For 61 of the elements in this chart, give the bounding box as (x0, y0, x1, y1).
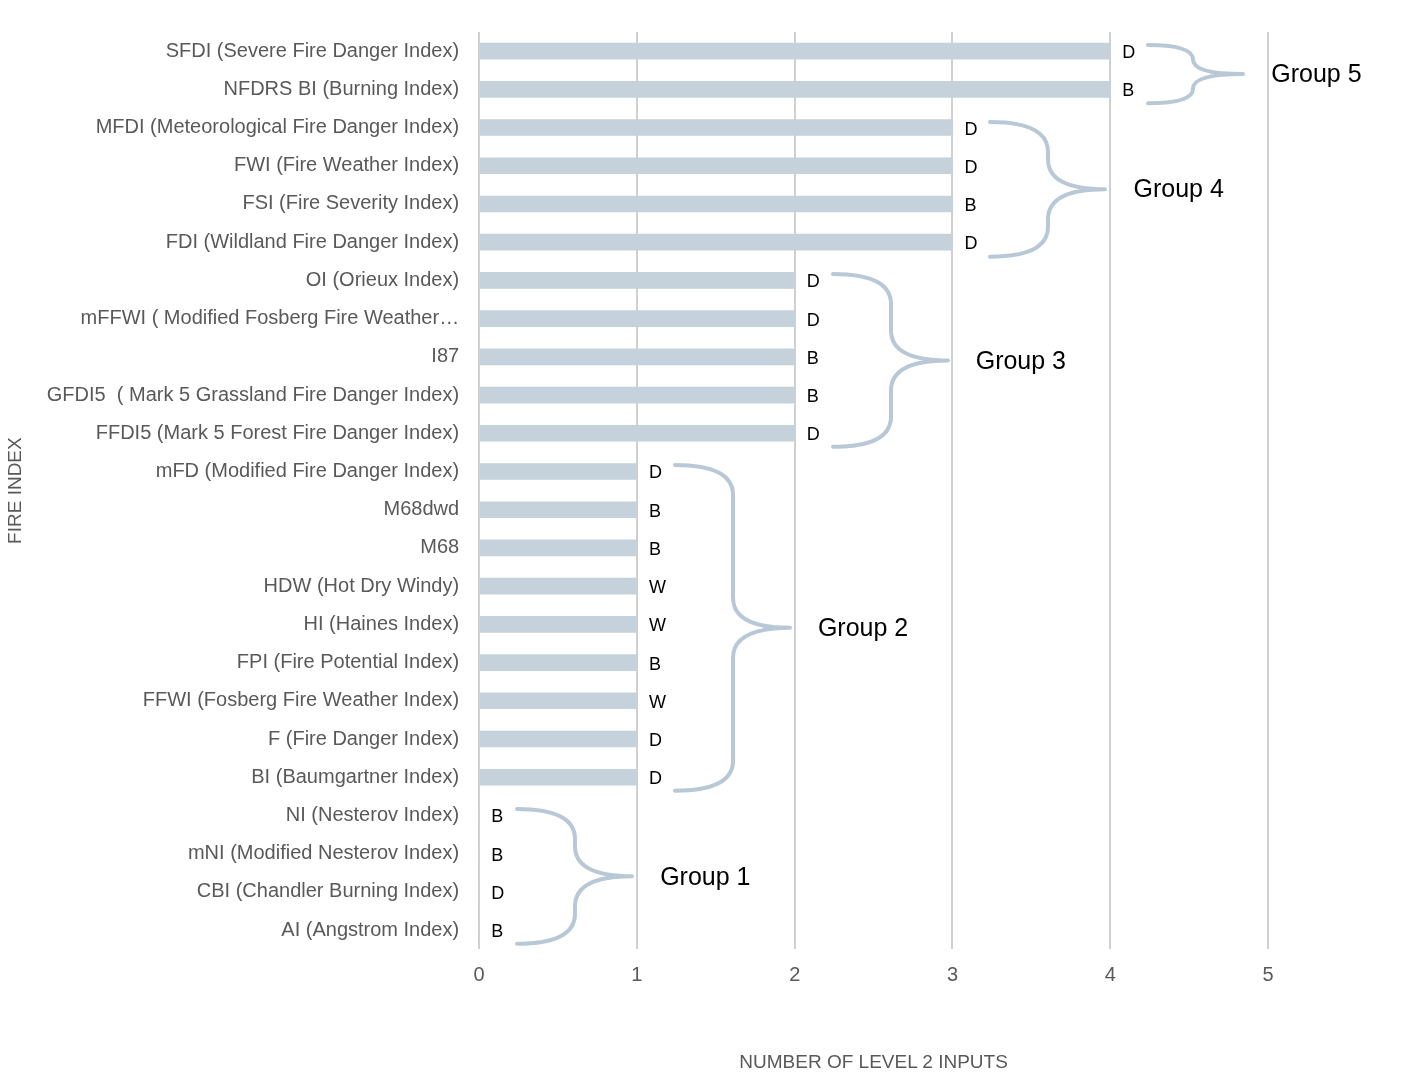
y-tick-label: FSI (Fire Severity Index) (242, 191, 460, 214)
data-label: B (648, 653, 661, 674)
y-tick-label: MFDI (Meteorological Fire Danger Index) (95, 115, 460, 138)
data-label: B (806, 347, 819, 368)
x-tick-label: 1 (631, 962, 643, 985)
x-tick-label: 3 (946, 962, 959, 985)
data-label: B (648, 500, 661, 521)
y-tick-label: M68 (420, 535, 460, 558)
y-tick-label: M68dwd (383, 497, 460, 520)
annotation: Group 3 (975, 344, 1067, 375)
y-tick-label: mNI (Modified Nesterov Index) (187, 841, 460, 864)
data-label: B (648, 538, 661, 559)
y-tick-label: OI (Orieux Index) (305, 267, 460, 290)
y-tick-label: CBI (Chandler Burning Index) (196, 879, 460, 902)
data-label: W (648, 615, 666, 636)
x-tick-label: 5 (1262, 962, 1274, 985)
y-tick-label: GFDI5 ( Mark 5 Grassland Fire Danger Index) (46, 382, 460, 405)
y-tick-label: AI (Angstrom Index) (281, 917, 460, 940)
data-label: B (491, 806, 504, 827)
y-tick-label: BI (Baumgartner Index) (251, 764, 460, 787)
data-label: D (806, 271, 820, 292)
data-label: B (491, 921, 504, 942)
y-tick-label: HDW (Hot Dry Windy) (263, 573, 460, 596)
data-label: D (648, 729, 662, 750)
data-label: D (806, 309, 820, 330)
data-label: D (964, 118, 978, 139)
data-label: D (806, 424, 820, 445)
data-label: B (964, 194, 977, 215)
y-tick-label: SFDI (Severe Fire Danger Index) (165, 38, 460, 61)
data-label: W (648, 691, 666, 712)
y-tick-label: FDI (Wildland Fire Danger Index) (165, 229, 460, 252)
y-tick-label: mFD (Modified Fire Danger Index) (155, 459, 460, 482)
data-label: D (648, 462, 662, 483)
y-tick-label: NFDRS BI (Burning Index) (223, 76, 460, 99)
annotation: Group 2 (817, 612, 909, 643)
x-tick-label: 0 (473, 962, 485, 985)
y-tick-label: FFDI5 (Mark 5 Forest Fire Danger Index) (95, 420, 460, 443)
y-tick-label: FFWI (Fosberg Fire Weather Index) (142, 688, 460, 711)
x-axis-title: NUMBER OF LEVEL 2 INPUTS (739, 1050, 1008, 1072)
data-label: D (1122, 42, 1136, 63)
data-label: W (648, 577, 666, 598)
data-label: D (964, 233, 978, 254)
data-label: D (648, 768, 662, 789)
annotation: Group 4 (1133, 172, 1224, 203)
y-tick-label: FPI (Fire Potential Index) (236, 650, 460, 673)
y-axis-title: FIRE INDEX (3, 436, 25, 544)
data-label: B (806, 386, 819, 407)
y-tick-label: HI (Haines Index) (303, 611, 460, 634)
x-tick-label: 4 (1104, 962, 1116, 985)
annotation: Group 1 (660, 860, 751, 891)
y-tick-label: I87 (431, 344, 460, 367)
data-label: B (491, 844, 504, 865)
y-tick-label: F (Fire Danger Index) (267, 726, 460, 749)
text: Group 5 (1271, 58, 1362, 89)
x-tick-label: 2 (789, 962, 801, 985)
y-tick-label: FWI (Fire Weather Index) (233, 153, 460, 176)
data-label: D (491, 882, 505, 903)
y-tick-label: mFFWI ( Modified Fosberg Fire Weather… (80, 306, 460, 329)
data-label: D (964, 156, 978, 177)
y-tick-label: NI (Nesterov Index) (285, 802, 460, 825)
data-label: B (1122, 80, 1135, 101)
